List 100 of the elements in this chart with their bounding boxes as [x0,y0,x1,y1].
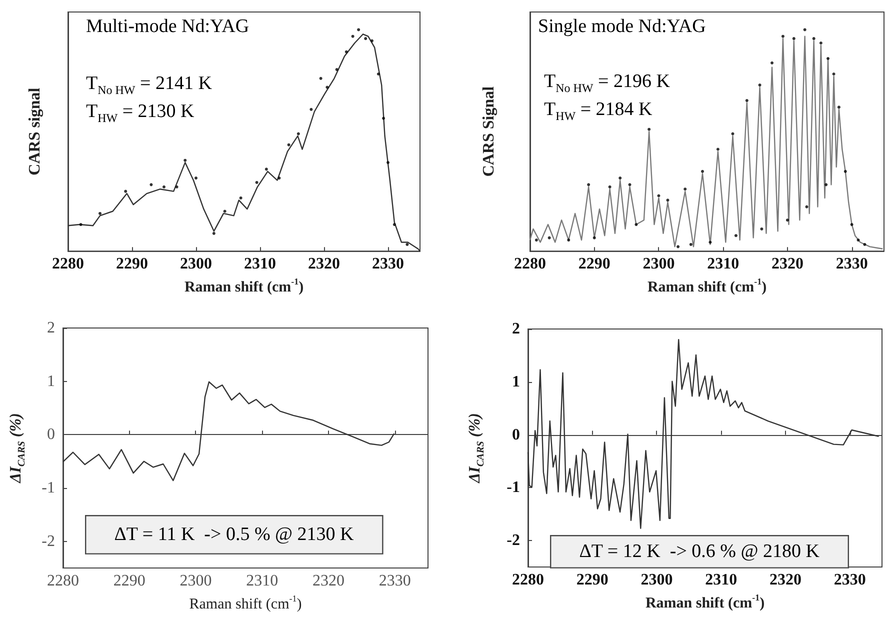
x-tick-label: 2300 [180,256,212,273]
y-tick-label: 2 [47,320,55,336]
point [287,143,290,146]
point [592,236,596,240]
point [708,240,712,244]
point [335,68,338,72]
point [826,56,830,60]
point [124,190,128,193]
x-tick-label: 2300 [642,256,675,273]
point [162,185,166,188]
point [792,37,796,40]
y-tick-label: 1 [512,373,520,390]
x-tick-label: 2320 [312,572,344,590]
x-tick-label: 2280 [512,572,544,588]
point [837,106,840,109]
x-tick-label: 2310 [705,572,738,588]
point [223,210,226,213]
x-tick-label: 2310 [246,572,278,590]
point [745,99,748,102]
x-tick-label: 2300 [640,572,673,588]
x-tick-label: 2310 [707,256,740,273]
point [786,218,789,222]
y-tick-label: 0 [47,426,55,444]
x-tick-label: 2300 [180,572,212,590]
point [264,168,268,171]
point [676,245,680,248]
annotation: ΔT = 12 K -> 0.6 % @ 2180 K [579,541,820,562]
point [175,185,178,188]
point [370,39,374,42]
point [364,37,368,40]
x-tick-label: 2280 [47,572,79,590]
point [98,212,102,215]
x-tick-label: 2330 [372,256,404,273]
point [608,185,612,188]
point [184,158,187,162]
point [812,37,816,40]
point [819,41,822,44]
point [618,176,622,180]
point [296,132,300,136]
y-tick-label: -1 [42,480,55,496]
x-tick-label: 2290 [576,572,608,588]
point [382,116,386,120]
y-tick-label: -1 [506,479,520,496]
y-tick-label: -2 [42,532,55,550]
point [567,238,570,242]
point [689,242,692,246]
point [310,108,313,111]
point [150,183,153,186]
line-series [527,338,880,529]
point [239,196,242,200]
x-tick-label: 2290 [578,256,610,273]
annotation: Multi-mode Nd:YAG [86,16,250,37]
y-tick-label: 1 [47,372,55,390]
point [548,236,551,240]
point [781,34,784,38]
point [392,223,396,226]
point [844,170,847,173]
point [278,176,281,180]
point [863,242,866,246]
point [194,176,198,180]
point [634,223,638,226]
x-tick-label: 2280 [52,256,84,273]
point [684,188,687,191]
point [79,223,82,226]
point [758,84,762,87]
point [731,132,734,136]
point [648,128,651,131]
point [255,180,258,184]
point [326,86,329,89]
x-tick-label: 2280 [514,256,546,273]
point [832,72,836,76]
x-tick-label: 2310 [244,256,276,273]
point [351,34,354,38]
x-tick-label: 2330 [378,572,411,590]
point [734,234,738,238]
point [657,194,660,198]
point [534,238,538,242]
x-tick-label: 2320 [308,256,340,273]
y-tick-label: 2 [512,320,520,338]
point [803,28,806,32]
point [319,76,322,80]
x-tick-label: 2330 [836,256,868,273]
x-tick-label: 2290 [113,572,146,590]
point [386,161,390,164]
point [406,242,409,246]
point [850,223,854,226]
y-axis-title: ΔICARS (%) [8,413,28,484]
point [824,183,828,186]
y-axis-title: ΔICARS (%) [466,413,486,484]
point [376,72,380,76]
y-axis-title: CARS Signal [480,86,498,177]
point [357,28,360,32]
x-tick-label: 2330 [834,572,866,588]
point [856,238,860,242]
x-tick-label: 2320 [769,572,802,588]
point [701,170,704,173]
y-tick-label: 0 [512,426,520,444]
line-series [62,381,395,482]
point [716,148,720,151]
y-tick-label: -2 [506,532,520,550]
